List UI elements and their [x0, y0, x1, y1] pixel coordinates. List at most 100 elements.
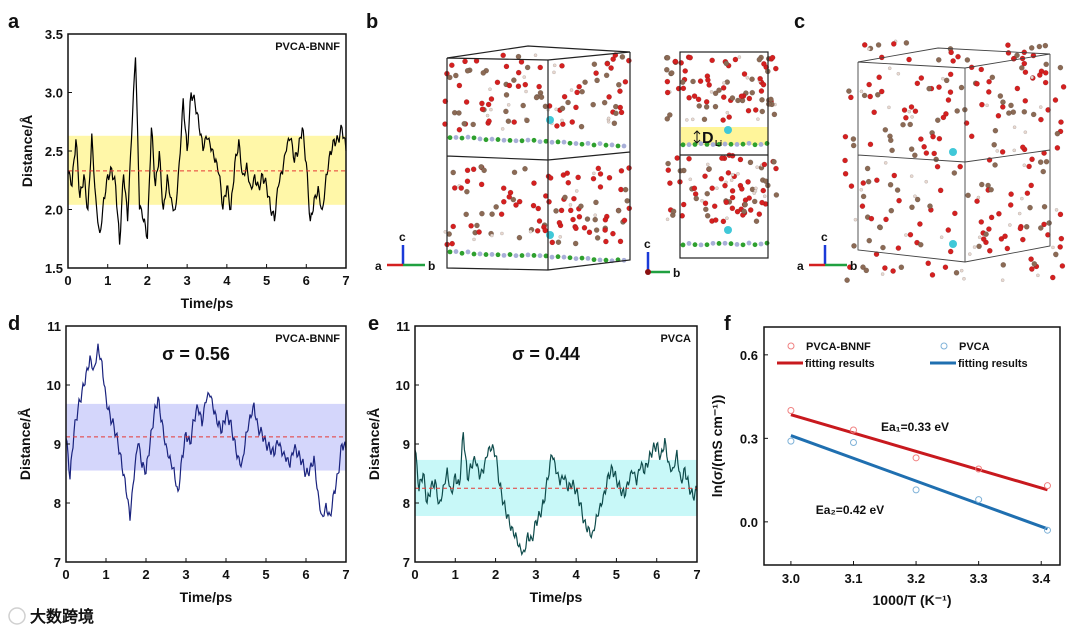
- atom: [867, 141, 874, 148]
- plot-frame: [414, 325, 698, 563]
- atom: [1045, 107, 1051, 113]
- bn-atom: [579, 255, 585, 261]
- bn-atom: [453, 135, 459, 140]
- atom: [958, 84, 965, 91]
- atom: [464, 188, 470, 195]
- activation-energy-label: Ea₁=0.33 eV: [881, 420, 949, 434]
- bn-atom: [603, 257, 609, 263]
- atom: [890, 268, 896, 274]
- atom: [503, 108, 509, 115]
- atom: [506, 194, 513, 200]
- atom: [1022, 98, 1029, 104]
- atom: [715, 186, 719, 191]
- bn-atom: [585, 255, 591, 261]
- atom: [709, 57, 715, 64]
- data-point: [1043, 482, 1051, 490]
- watermark-logo-icon: [8, 607, 26, 625]
- atom: [736, 172, 740, 176]
- bn-atom: [525, 137, 531, 143]
- atom: [759, 97, 765, 103]
- bn-atom: [531, 137, 537, 143]
- atom: [680, 201, 687, 208]
- atom: [568, 203, 573, 207]
- li-ion: [724, 126, 732, 134]
- atom: [720, 85, 727, 91]
- atom: [936, 84, 942, 90]
- y-axis-label: Distance/Å: [19, 115, 35, 187]
- atom: [1053, 251, 1059, 258]
- atom: [552, 70, 556, 75]
- bn-atom: [698, 141, 704, 147]
- x-tick-label: 3: [532, 567, 539, 582]
- atom: [986, 226, 992, 232]
- y-tick-label: 9: [54, 437, 61, 452]
- atom: [693, 195, 700, 202]
- y-tick-label: 0.6: [740, 348, 758, 363]
- atom: [934, 163, 941, 170]
- y-tick-label: 7: [54, 555, 61, 570]
- atom: [1020, 236, 1026, 243]
- bn-atom: [716, 142, 722, 147]
- bn-atom: [728, 241, 734, 247]
- atom: [574, 89, 580, 96]
- atom: [867, 47, 871, 51]
- atom: [964, 57, 971, 63]
- bn-atom: [692, 242, 698, 248]
- atom: [1020, 196, 1024, 201]
- atom: [850, 136, 857, 142]
- atom: [951, 170, 958, 176]
- y-axis-label: ln(σ/(mS cm⁻¹)): [709, 395, 725, 498]
- atom: [725, 216, 729, 221]
- atom: [704, 190, 711, 197]
- y-tick-label: 2.5: [45, 144, 63, 159]
- x-tick-label: 3.0: [782, 571, 800, 586]
- atom: [705, 77, 711, 83]
- atom: [861, 92, 868, 99]
- data-point: [787, 437, 795, 445]
- x-tick-label: 7: [342, 273, 349, 288]
- atom: [478, 164, 484, 170]
- x-tick-label: 5: [613, 567, 620, 582]
- atom: [977, 235, 982, 240]
- atom: [752, 107, 759, 113]
- atom: [867, 93, 874, 100]
- atom: [510, 196, 517, 203]
- atom: [1041, 203, 1048, 210]
- atom: [900, 121, 906, 128]
- atom: [1040, 168, 1047, 175]
- atom: [908, 146, 915, 152]
- atom: [738, 93, 745, 100]
- atom: [561, 93, 568, 100]
- atom: [988, 214, 995, 221]
- atom: [753, 218, 760, 225]
- atom: [463, 99, 470, 105]
- structure-b-side: [645, 51, 780, 275]
- atom: [912, 152, 918, 159]
- atom: [880, 244, 886, 251]
- atom: [959, 268, 964, 273]
- sigma-annotation: σ = 0.56: [162, 344, 230, 364]
- atom: [955, 53, 961, 60]
- atom: [626, 57, 632, 64]
- atom: [515, 53, 522, 60]
- bn-atom: [597, 141, 603, 147]
- atom: [947, 89, 954, 95]
- bn-atom: [680, 242, 686, 248]
- atom: [722, 81, 726, 85]
- axis-label-a: a: [375, 259, 382, 273]
- atom: [1007, 202, 1014, 208]
- atom: [978, 66, 985, 73]
- atom: [593, 227, 600, 233]
- atom: [516, 198, 523, 205]
- atom: [621, 217, 628, 224]
- atom: [665, 217, 670, 222]
- atom: [864, 165, 871, 172]
- atom: [954, 108, 960, 114]
- atom: [515, 83, 522, 90]
- atom: [590, 175, 597, 182]
- atom: [706, 82, 712, 88]
- atom: [1014, 85, 1021, 92]
- atom: [712, 90, 719, 97]
- atom: [925, 260, 932, 267]
